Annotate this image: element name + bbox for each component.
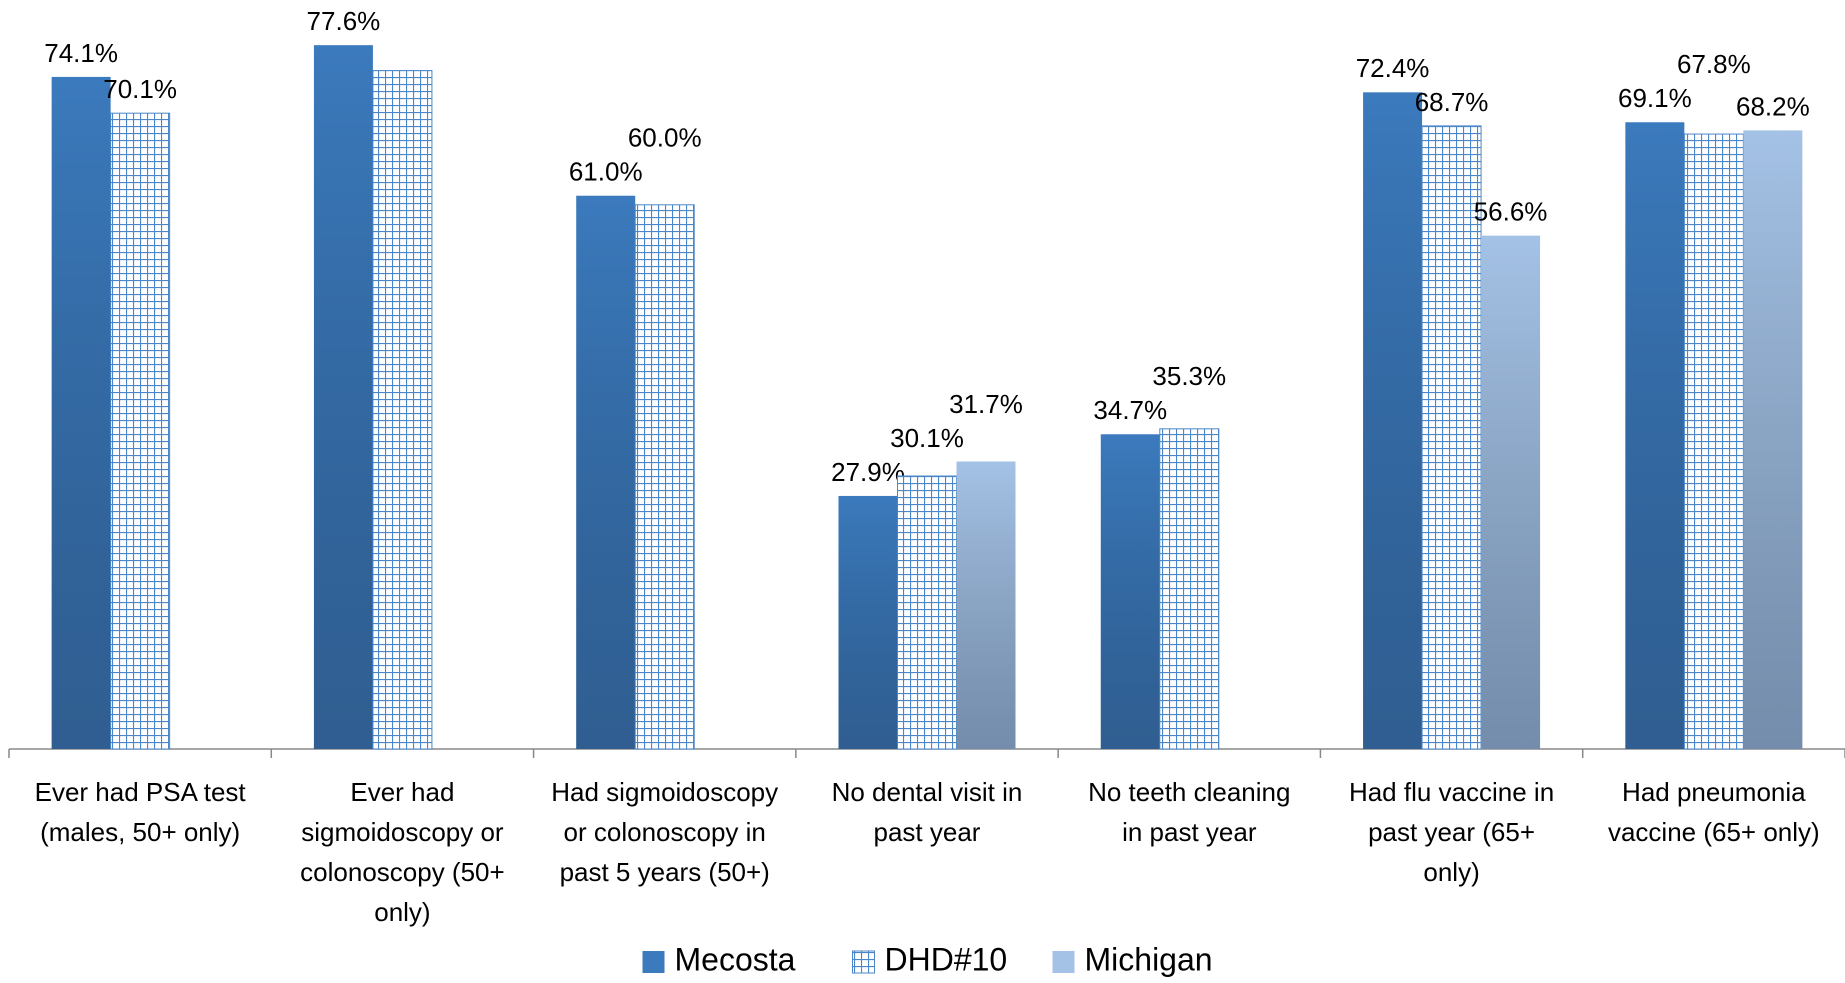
legend-swatch	[852, 950, 875, 974]
bar-shade	[51, 76, 111, 749]
value-label: 68.2%	[1736, 91, 1810, 121]
value-label: 74.8%	[366, 0, 440, 2]
bar	[897, 475, 957, 750]
value-label: 30.1%	[890, 423, 964, 453]
bar	[1159, 428, 1220, 750]
x-tick-label: Ever had sigmoidoscopy or colonoscopy (5…	[300, 777, 505, 927]
value-label: 34.7%	[1093, 395, 1167, 425]
value-label: 68.7%	[1415, 87, 1489, 117]
x-tick-label: No dental visit in past year	[831, 777, 1023, 847]
x-tick-label: No teeth cleaning in past year	[1088, 777, 1291, 847]
value-label: 27.9%	[831, 457, 905, 487]
value-label: 56.6%	[1474, 197, 1548, 227]
bar-shade	[576, 195, 636, 750]
bar-shade	[1481, 235, 1541, 749]
value-label: 74.1%	[44, 38, 118, 68]
x-tick-label: Ever had PSA test (males, 50+ only)	[34, 777, 246, 847]
value-label: 31.7%	[949, 389, 1023, 419]
value-label: 77.6%	[307, 6, 381, 36]
x-tick-label: Had flu vaccine in past year (65+ only)	[1348, 777, 1555, 887]
bar	[372, 70, 433, 750]
x-tick-label: Had pneumonia vaccine (65+ only)	[1607, 777, 1820, 847]
bar-shade	[313, 45, 373, 750]
bar-shade	[1743, 130, 1803, 749]
bar	[110, 112, 171, 750]
legend-label: DHD#10	[885, 941, 1008, 977]
bar-shade	[956, 461, 1016, 749]
legend-label: Mecosta	[675, 941, 796, 977]
bar	[1421, 125, 1482, 750]
value-label: 72.4%	[1356, 53, 1430, 83]
value-label: 61.0%	[569, 157, 643, 187]
legend-label: Michigan	[1085, 941, 1213, 977]
value-label: 69.1%	[1618, 83, 1692, 113]
legend-swatch	[1052, 951, 1075, 973]
bar-shade	[838, 495, 898, 749]
value-label: 67.8%	[1677, 49, 1751, 79]
value-label: 35.3%	[1152, 361, 1226, 391]
bar	[634, 204, 695, 750]
bar	[1683, 133, 1744, 750]
value-label: 70.1%	[103, 74, 177, 104]
x-tick-label: Had sigmoidoscopy or colonoscopy in past…	[551, 777, 779, 887]
value-label: 60.0%	[628, 123, 702, 153]
legend-swatch	[642, 951, 665, 973]
bar-shade	[1100, 434, 1160, 749]
bar-shade	[1625, 122, 1685, 749]
bar-shade	[1363, 92, 1423, 749]
